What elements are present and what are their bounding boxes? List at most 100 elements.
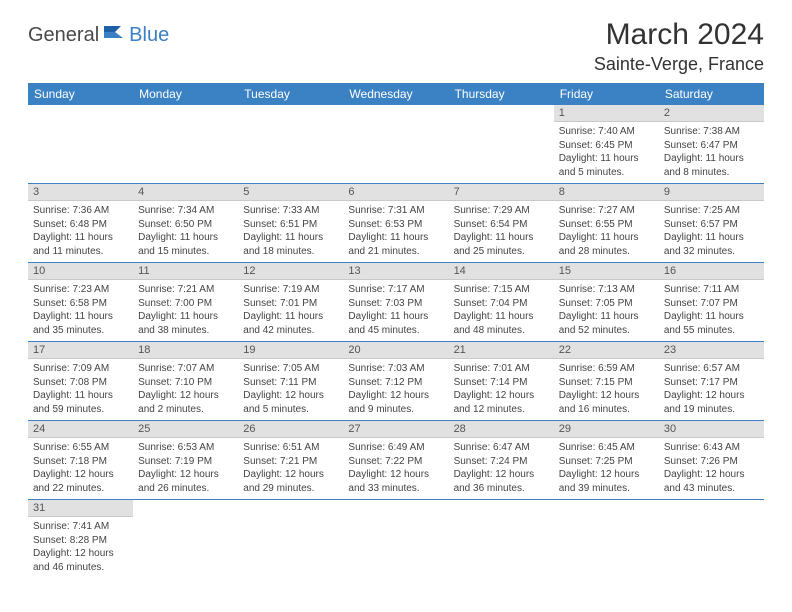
daylight-text: Daylight: 11 hours and 15 minutes. <box>138 231 233 258</box>
daylight-text: Daylight: 11 hours and 52 minutes. <box>559 310 654 337</box>
daylight-text: Daylight: 11 hours and 8 minutes. <box>664 152 759 179</box>
calendar-cell: 3Sunrise: 7:36 AMSunset: 6:48 PMDaylight… <box>28 184 133 263</box>
day-details: Sunrise: 7:25 AMSunset: 6:57 PMDaylight:… <box>659 201 764 262</box>
sunset-text: Sunset: 7:00 PM <box>138 297 233 311</box>
weekday-header: Tuesday <box>238 83 343 105</box>
day-number: 27 <box>343 421 448 438</box>
day-details: Sunrise: 6:53 AMSunset: 7:19 PMDaylight:… <box>133 438 238 499</box>
day-details: Sunrise: 6:57 AMSunset: 7:17 PMDaylight:… <box>659 359 764 420</box>
day-details: Sunrise: 7:19 AMSunset: 7:01 PMDaylight:… <box>238 280 343 341</box>
day-details: Sunrise: 7:38 AMSunset: 6:47 PMDaylight:… <box>659 122 764 183</box>
calendar-cell: 29Sunrise: 6:45 AMSunset: 7:25 PMDayligh… <box>554 421 659 500</box>
day-number: 5 <box>238 184 343 201</box>
day-details: Sunrise: 7:07 AMSunset: 7:10 PMDaylight:… <box>133 359 238 420</box>
day-details: Sunrise: 6:45 AMSunset: 7:25 PMDaylight:… <box>554 438 659 499</box>
calendar-cell: 23Sunrise: 6:57 AMSunset: 7:17 PMDayligh… <box>659 342 764 421</box>
day-details: Sunrise: 7:15 AMSunset: 7:04 PMDaylight:… <box>449 280 554 341</box>
calendar-cell: 17Sunrise: 7:09 AMSunset: 7:08 PMDayligh… <box>28 342 133 421</box>
daylight-text: Daylight: 12 hours and 33 minutes. <box>348 468 443 495</box>
day-details: Sunrise: 7:23 AMSunset: 6:58 PMDaylight:… <box>28 280 133 341</box>
calendar-week-row: 10Sunrise: 7:23 AMSunset: 6:58 PMDayligh… <box>28 263 764 342</box>
calendar-cell <box>133 500 238 579</box>
day-details: Sunrise: 7:03 AMSunset: 7:12 PMDaylight:… <box>343 359 448 420</box>
calendar-cell <box>554 500 659 579</box>
sunrise-text: Sunrise: 7:05 AM <box>243 362 338 376</box>
day-number: 30 <box>659 421 764 438</box>
daylight-text: Daylight: 12 hours and 9 minutes. <box>348 389 443 416</box>
day-details: Sunrise: 7:34 AMSunset: 6:50 PMDaylight:… <box>133 201 238 262</box>
daylight-text: Daylight: 12 hours and 2 minutes. <box>138 389 233 416</box>
sunset-text: Sunset: 6:54 PM <box>454 218 549 232</box>
sunrise-text: Sunrise: 7:25 AM <box>664 204 759 218</box>
sunrise-text: Sunrise: 7:31 AM <box>348 204 443 218</box>
title-block: March 2024 Sainte-Verge, France <box>594 18 764 75</box>
daylight-text: Daylight: 12 hours and 43 minutes. <box>664 468 759 495</box>
calendar-cell: 14Sunrise: 7:15 AMSunset: 7:04 PMDayligh… <box>449 263 554 342</box>
daylight-text: Daylight: 12 hours and 29 minutes. <box>243 468 338 495</box>
calendar-cell: 26Sunrise: 6:51 AMSunset: 7:21 PMDayligh… <box>238 421 343 500</box>
daylight-text: Daylight: 11 hours and 45 minutes. <box>348 310 443 337</box>
daylight-text: Daylight: 11 hours and 28 minutes. <box>559 231 654 258</box>
month-title: March 2024 <box>594 18 764 52</box>
daylight-text: Daylight: 11 hours and 32 minutes. <box>664 231 759 258</box>
day-number: 21 <box>449 342 554 359</box>
sunrise-text: Sunrise: 7:41 AM <box>33 520 128 534</box>
sunset-text: Sunset: 8:28 PM <box>33 534 128 548</box>
sunset-text: Sunset: 7:19 PM <box>138 455 233 469</box>
daylight-text: Daylight: 11 hours and 5 minutes. <box>559 152 654 179</box>
daylight-text: Daylight: 11 hours and 55 minutes. <box>664 310 759 337</box>
day-number: 29 <box>554 421 659 438</box>
day-number: 28 <box>449 421 554 438</box>
sunrise-text: Sunrise: 7:40 AM <box>559 125 654 139</box>
daylight-text: Daylight: 12 hours and 46 minutes. <box>33 547 128 574</box>
day-details: Sunrise: 6:49 AMSunset: 7:22 PMDaylight:… <box>343 438 448 499</box>
calendar-cell: 25Sunrise: 6:53 AMSunset: 7:19 PMDayligh… <box>133 421 238 500</box>
day-number: 14 <box>449 263 554 280</box>
sunrise-text: Sunrise: 7:33 AM <box>243 204 338 218</box>
day-details: Sunrise: 7:29 AMSunset: 6:54 PMDaylight:… <box>449 201 554 262</box>
day-details: Sunrise: 7:41 AMSunset: 8:28 PMDaylight:… <box>28 517 133 578</box>
weekday-header: Sunday <box>28 83 133 105</box>
day-number: 15 <box>554 263 659 280</box>
daylight-text: Daylight: 12 hours and 36 minutes. <box>454 468 549 495</box>
calendar-cell <box>343 500 448 579</box>
sunset-text: Sunset: 7:01 PM <box>243 297 338 311</box>
sunset-text: Sunset: 6:57 PM <box>664 218 759 232</box>
calendar-cell: 31Sunrise: 7:41 AMSunset: 8:28 PMDayligh… <box>28 500 133 579</box>
sunset-text: Sunset: 7:07 PM <box>664 297 759 311</box>
day-details: Sunrise: 7:09 AMSunset: 7:08 PMDaylight:… <box>28 359 133 420</box>
sunset-text: Sunset: 7:03 PM <box>348 297 443 311</box>
day-number: 16 <box>659 263 764 280</box>
sunrise-text: Sunrise: 7:11 AM <box>664 283 759 297</box>
sunset-text: Sunset: 7:11 PM <box>243 376 338 390</box>
day-number: 31 <box>28 500 133 517</box>
calendar-cell: 1Sunrise: 7:40 AMSunset: 6:45 PMDaylight… <box>554 105 659 184</box>
sunrise-text: Sunrise: 6:49 AM <box>348 441 443 455</box>
calendar-cell: 6Sunrise: 7:31 AMSunset: 6:53 PMDaylight… <box>343 184 448 263</box>
sunset-text: Sunset: 6:47 PM <box>664 139 759 153</box>
calendar-cell: 5Sunrise: 7:33 AMSunset: 6:51 PMDaylight… <box>238 184 343 263</box>
day-details: Sunrise: 6:47 AMSunset: 7:24 PMDaylight:… <box>449 438 554 499</box>
header: General Blue March 2024 Sainte-Verge, Fr… <box>28 18 764 75</box>
sunrise-text: Sunrise: 6:43 AM <box>664 441 759 455</box>
weekday-header: Saturday <box>659 83 764 105</box>
calendar-cell: 10Sunrise: 7:23 AMSunset: 6:58 PMDayligh… <box>28 263 133 342</box>
sunset-text: Sunset: 7:26 PM <box>664 455 759 469</box>
weekday-header: Thursday <box>449 83 554 105</box>
daylight-text: Daylight: 11 hours and 18 minutes. <box>243 231 338 258</box>
sunrise-text: Sunrise: 7:01 AM <box>454 362 549 376</box>
sunrise-text: Sunrise: 7:21 AM <box>138 283 233 297</box>
day-number: 13 <box>343 263 448 280</box>
calendar-cell: 2Sunrise: 7:38 AMSunset: 6:47 PMDaylight… <box>659 105 764 184</box>
sunset-text: Sunset: 6:50 PM <box>138 218 233 232</box>
daylight-text: Daylight: 11 hours and 35 minutes. <box>33 310 128 337</box>
daylight-text: Daylight: 12 hours and 12 minutes. <box>454 389 549 416</box>
day-details: Sunrise: 7:36 AMSunset: 6:48 PMDaylight:… <box>28 201 133 262</box>
sunrise-text: Sunrise: 7:09 AM <box>33 362 128 376</box>
calendar-cell <box>238 500 343 579</box>
sunset-text: Sunset: 7:17 PM <box>664 376 759 390</box>
calendar-cell: 11Sunrise: 7:21 AMSunset: 7:00 PMDayligh… <box>133 263 238 342</box>
sunset-text: Sunset: 7:10 PM <box>138 376 233 390</box>
daylight-text: Daylight: 12 hours and 26 minutes. <box>138 468 233 495</box>
day-number: 24 <box>28 421 133 438</box>
